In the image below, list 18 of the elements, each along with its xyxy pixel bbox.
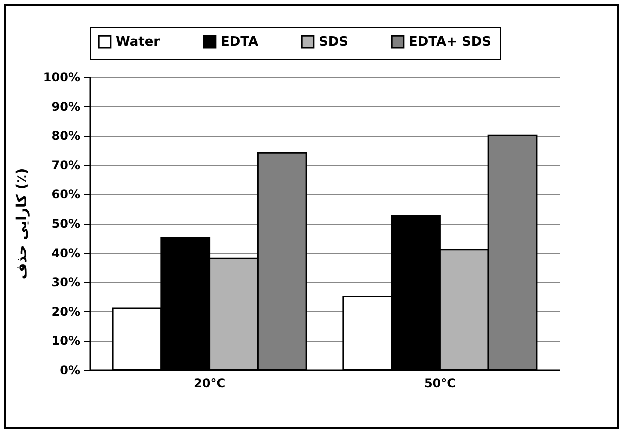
x-tick-label: 20°C <box>194 376 226 390</box>
y-tick-label: 90% <box>52 100 80 114</box>
y-tick-label: 30% <box>52 276 80 290</box>
y-tick-label: 20% <box>52 304 80 319</box>
legend-label: Water <box>116 35 161 50</box>
y-tick-label: 60% <box>52 188 80 202</box>
y-tick-label: 50% <box>52 217 80 231</box>
y-tick-label: 0% <box>60 364 80 378</box>
legend-label: EDTA+ SDS <box>409 35 492 50</box>
y-tick-label: 40% <box>52 246 80 260</box>
y-tick-label: 10% <box>52 334 80 348</box>
x-tick-label: 50°C <box>424 376 456 390</box>
y-tick-label: 100% <box>43 70 80 84</box>
y-axis-title: کارایی حذف (٪) <box>14 168 30 280</box>
y-tick-label: 80% <box>52 129 80 144</box>
legend-label: EDTA <box>221 35 259 50</box>
y-tick-label: 70% <box>52 158 80 172</box>
legend-label: SDS <box>319 35 349 50</box>
